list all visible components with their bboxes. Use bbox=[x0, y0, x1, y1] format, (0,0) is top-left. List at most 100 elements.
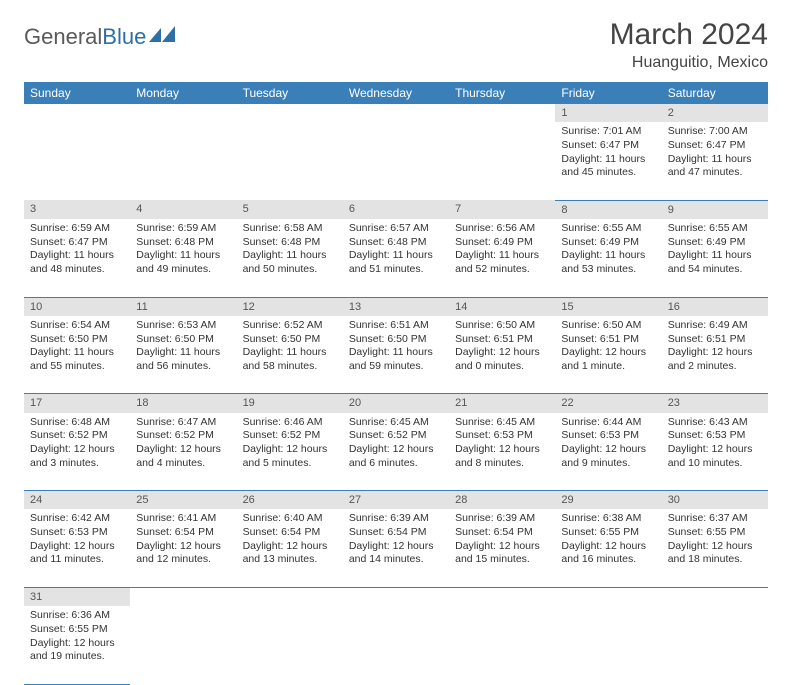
day-data-cell: Sunrise: 6:45 AMSunset: 6:52 PMDaylight:… bbox=[343, 413, 449, 491]
day-data-cell: Sunrise: 6:40 AMSunset: 6:54 PMDaylight:… bbox=[237, 509, 343, 587]
sunset-line: Sunset: 6:50 PM bbox=[349, 333, 443, 347]
sunset-line: Sunset: 6:50 PM bbox=[136, 333, 230, 347]
daylight-line: Daylight: 12 hours and 12 minutes. bbox=[136, 540, 230, 567]
daylight-line: Daylight: 11 hours and 59 minutes. bbox=[349, 346, 443, 373]
daylight-line: Daylight: 11 hours and 55 minutes. bbox=[30, 346, 124, 373]
day-number-row: 24252627282930 bbox=[24, 491, 768, 510]
daylight-line: Daylight: 11 hours and 49 minutes. bbox=[136, 249, 230, 276]
weekday-header: Thursday bbox=[449, 82, 555, 104]
day-number-cell bbox=[449, 104, 555, 122]
daylight-line: Daylight: 11 hours and 53 minutes. bbox=[561, 249, 655, 276]
sunrise-line: Sunrise: 6:59 AM bbox=[30, 222, 124, 236]
sunset-line: Sunset: 6:47 PM bbox=[668, 139, 762, 153]
sunset-line: Sunset: 6:52 PM bbox=[30, 429, 124, 443]
sunrise-line: Sunrise: 6:59 AM bbox=[136, 222, 230, 236]
day-number-cell: 25 bbox=[130, 491, 236, 510]
day-number-cell: 2 bbox=[662, 104, 768, 122]
sunset-line: Sunset: 6:52 PM bbox=[243, 429, 337, 443]
day-number-cell: 17 bbox=[24, 394, 130, 413]
day-data-cell: Sunrise: 6:47 AMSunset: 6:52 PMDaylight:… bbox=[130, 413, 236, 491]
daylight-line: Daylight: 11 hours and 56 minutes. bbox=[136, 346, 230, 373]
day-data-cell bbox=[555, 606, 661, 684]
sunset-line: Sunset: 6:54 PM bbox=[136, 526, 230, 540]
day-number-cell: 8 bbox=[555, 200, 661, 219]
day-data-cell: Sunrise: 6:53 AMSunset: 6:50 PMDaylight:… bbox=[130, 316, 236, 394]
daylight-line: Daylight: 11 hours and 58 minutes. bbox=[243, 346, 337, 373]
day-number-cell: 12 bbox=[237, 297, 343, 316]
day-data-row: Sunrise: 6:59 AMSunset: 6:47 PMDaylight:… bbox=[24, 219, 768, 297]
weekday-header-row: SundayMondayTuesdayWednesdayThursdayFrid… bbox=[24, 82, 768, 104]
day-data-cell bbox=[662, 606, 768, 684]
day-number-row: 10111213141516 bbox=[24, 297, 768, 316]
sunset-line: Sunset: 6:53 PM bbox=[561, 429, 655, 443]
daylight-line: Daylight: 12 hours and 5 minutes. bbox=[243, 443, 337, 470]
daylight-line: Daylight: 12 hours and 3 minutes. bbox=[30, 443, 124, 470]
sunrise-line: Sunrise: 6:47 AM bbox=[136, 416, 230, 430]
sunrise-line: Sunrise: 6:46 AM bbox=[243, 416, 337, 430]
flag-icon bbox=[149, 26, 175, 42]
day-data-cell: Sunrise: 6:48 AMSunset: 6:52 PMDaylight:… bbox=[24, 413, 130, 491]
sunrise-line: Sunrise: 6:42 AM bbox=[30, 512, 124, 526]
sunrise-line: Sunrise: 6:44 AM bbox=[561, 416, 655, 430]
day-data-row: Sunrise: 6:48 AMSunset: 6:52 PMDaylight:… bbox=[24, 413, 768, 491]
day-data-cell: Sunrise: 6:38 AMSunset: 6:55 PMDaylight:… bbox=[555, 509, 661, 587]
sunrise-line: Sunrise: 6:37 AM bbox=[668, 512, 762, 526]
sunrise-line: Sunrise: 6:45 AM bbox=[455, 416, 549, 430]
day-number-cell: 4 bbox=[130, 200, 236, 219]
day-number-cell: 1 bbox=[555, 104, 661, 122]
day-data-cell: Sunrise: 6:51 AMSunset: 6:50 PMDaylight:… bbox=[343, 316, 449, 394]
month-title: March 2024 bbox=[610, 18, 768, 52]
day-number-cell: 3 bbox=[24, 200, 130, 219]
day-number-cell: 18 bbox=[130, 394, 236, 413]
weekday-header: Sunday bbox=[24, 82, 130, 104]
sunset-line: Sunset: 6:51 PM bbox=[455, 333, 549, 347]
sunrise-line: Sunrise: 6:48 AM bbox=[30, 416, 124, 430]
daylight-line: Daylight: 11 hours and 45 minutes. bbox=[561, 153, 655, 180]
sunset-line: Sunset: 6:49 PM bbox=[668, 236, 762, 250]
day-data-cell: Sunrise: 6:56 AMSunset: 6:49 PMDaylight:… bbox=[449, 219, 555, 297]
daylight-line: Daylight: 12 hours and 10 minutes. bbox=[668, 443, 762, 470]
daylight-line: Daylight: 11 hours and 54 minutes. bbox=[668, 249, 762, 276]
daylight-line: Daylight: 11 hours and 48 minutes. bbox=[30, 249, 124, 276]
daylight-line: Daylight: 12 hours and 1 minute. bbox=[561, 346, 655, 373]
day-number-cell: 7 bbox=[449, 200, 555, 219]
day-data-cell: Sunrise: 6:39 AMSunset: 6:54 PMDaylight:… bbox=[449, 509, 555, 587]
day-data-cell: Sunrise: 6:54 AMSunset: 6:50 PMDaylight:… bbox=[24, 316, 130, 394]
sunset-line: Sunset: 6:51 PM bbox=[668, 333, 762, 347]
day-number-cell: 11 bbox=[130, 297, 236, 316]
day-number-row: 12 bbox=[24, 104, 768, 122]
day-data-cell bbox=[130, 606, 236, 684]
daylight-line: Daylight: 12 hours and 11 minutes. bbox=[30, 540, 124, 567]
weekday-header: Friday bbox=[555, 82, 661, 104]
day-number-cell: 23 bbox=[662, 394, 768, 413]
sunrise-line: Sunrise: 6:55 AM bbox=[668, 222, 762, 236]
sunrise-line: Sunrise: 6:45 AM bbox=[349, 416, 443, 430]
calendar-table: SundayMondayTuesdayWednesdayThursdayFrid… bbox=[24, 82, 768, 685]
sunset-line: Sunset: 6:54 PM bbox=[349, 526, 443, 540]
day-data-cell: Sunrise: 6:41 AMSunset: 6:54 PMDaylight:… bbox=[130, 509, 236, 587]
day-data-cell bbox=[343, 122, 449, 200]
brand-part1: General bbox=[24, 24, 102, 50]
day-data-cell bbox=[343, 606, 449, 684]
sunrise-line: Sunrise: 6:36 AM bbox=[30, 609, 124, 623]
day-number-cell: 22 bbox=[555, 394, 661, 413]
day-number-cell bbox=[343, 104, 449, 122]
header: GeneralBlue March 2024 Huanguitio, Mexic… bbox=[24, 18, 768, 72]
daylight-line: Daylight: 12 hours and 16 minutes. bbox=[561, 540, 655, 567]
sunrise-line: Sunrise: 6:54 AM bbox=[30, 319, 124, 333]
day-number-cell: 28 bbox=[449, 491, 555, 510]
day-data-cell: Sunrise: 6:44 AMSunset: 6:53 PMDaylight:… bbox=[555, 413, 661, 491]
day-number-cell: 31 bbox=[24, 587, 130, 606]
sunset-line: Sunset: 6:47 PM bbox=[561, 139, 655, 153]
day-number-cell: 9 bbox=[662, 200, 768, 219]
day-data-cell: Sunrise: 6:50 AMSunset: 6:51 PMDaylight:… bbox=[555, 316, 661, 394]
day-data-cell: Sunrise: 6:36 AMSunset: 6:55 PMDaylight:… bbox=[24, 606, 130, 684]
daylight-line: Daylight: 11 hours and 52 minutes. bbox=[455, 249, 549, 276]
day-data-cell: Sunrise: 7:01 AMSunset: 6:47 PMDaylight:… bbox=[555, 122, 661, 200]
sunset-line: Sunset: 6:54 PM bbox=[243, 526, 337, 540]
day-data-cell: Sunrise: 6:46 AMSunset: 6:52 PMDaylight:… bbox=[237, 413, 343, 491]
day-data-cell: Sunrise: 6:55 AMSunset: 6:49 PMDaylight:… bbox=[662, 219, 768, 297]
sunset-line: Sunset: 6:49 PM bbox=[455, 236, 549, 250]
day-number-cell: 14 bbox=[449, 297, 555, 316]
sunset-line: Sunset: 6:48 PM bbox=[136, 236, 230, 250]
